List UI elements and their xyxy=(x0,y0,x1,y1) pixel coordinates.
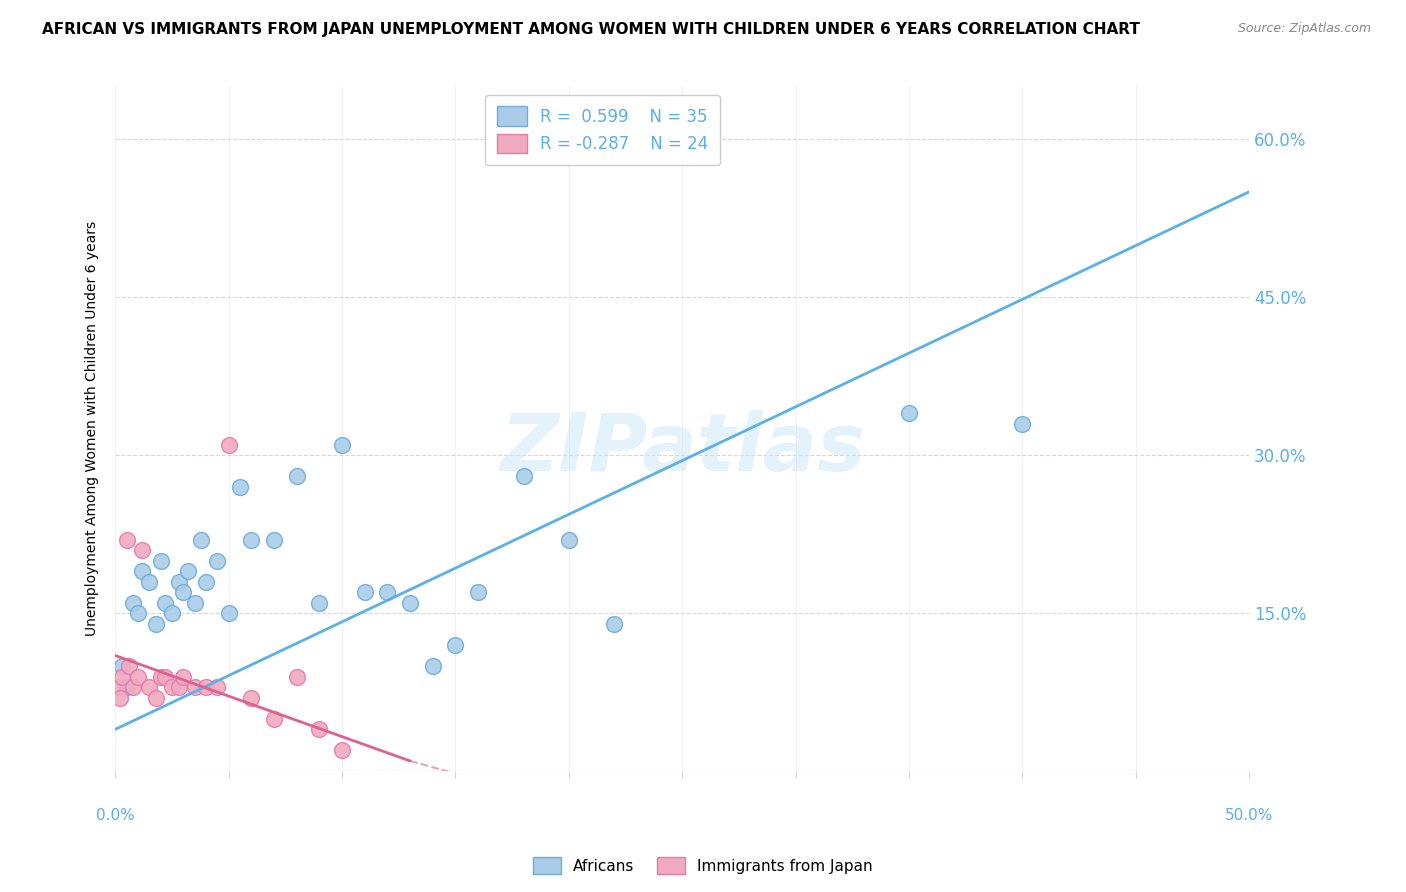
Point xyxy=(111,659,134,673)
Point xyxy=(240,533,263,547)
Point xyxy=(195,680,218,694)
Point xyxy=(149,554,172,568)
Point xyxy=(153,596,176,610)
Point xyxy=(138,574,160,589)
Point xyxy=(240,690,263,705)
Point xyxy=(218,607,240,621)
Point xyxy=(195,574,218,589)
Point xyxy=(122,680,145,694)
Point xyxy=(183,680,205,694)
Point xyxy=(263,533,285,547)
Y-axis label: Unemployment Among Women with Children Under 6 years: Unemployment Among Women with Children U… xyxy=(86,221,100,637)
Point xyxy=(330,438,353,452)
Point xyxy=(512,469,534,483)
Point xyxy=(353,585,375,599)
Point xyxy=(207,680,229,694)
Point xyxy=(167,680,190,694)
Point xyxy=(153,670,176,684)
Point xyxy=(167,574,190,589)
Point xyxy=(115,680,138,694)
Point xyxy=(377,585,399,599)
Point xyxy=(308,596,330,610)
Point xyxy=(108,690,131,705)
Legend: R =  0.599    N = 35, R = -0.287    N = 24: R = 0.599 N = 35, R = -0.287 N = 24 xyxy=(485,95,720,165)
Point xyxy=(127,607,149,621)
Point xyxy=(422,659,444,673)
Point xyxy=(122,596,145,610)
Text: Source: ZipAtlas.com: Source: ZipAtlas.com xyxy=(1237,22,1371,36)
Point xyxy=(285,469,308,483)
Point xyxy=(330,743,353,757)
Point xyxy=(145,616,167,631)
Point xyxy=(183,596,205,610)
Point xyxy=(218,438,240,452)
Text: 0.0%: 0.0% xyxy=(96,808,135,823)
Text: AFRICAN VS IMMIGRANTS FROM JAPAN UNEMPLOYMENT AMONG WOMEN WITH CHILDREN UNDER 6 : AFRICAN VS IMMIGRANTS FROM JAPAN UNEMPLO… xyxy=(42,22,1140,37)
Point xyxy=(285,670,308,684)
Point xyxy=(107,680,129,694)
Point xyxy=(111,670,134,684)
Point xyxy=(138,680,160,694)
Point xyxy=(898,406,921,420)
Point xyxy=(118,659,141,673)
Point xyxy=(603,616,626,631)
Point xyxy=(444,638,467,652)
Point xyxy=(1011,417,1033,431)
Point xyxy=(172,585,194,599)
Point xyxy=(229,480,252,494)
Legend: Africans, Immigrants from Japan: Africans, Immigrants from Japan xyxy=(527,851,879,880)
Point xyxy=(131,564,153,578)
Point xyxy=(207,554,229,568)
Point xyxy=(558,533,581,547)
Point xyxy=(467,585,489,599)
Point xyxy=(160,607,183,621)
Point xyxy=(172,670,194,684)
Point xyxy=(160,680,183,694)
Point xyxy=(127,670,149,684)
Point xyxy=(177,564,200,578)
Point xyxy=(145,690,167,705)
Text: ZIPatlas: ZIPatlas xyxy=(499,410,865,489)
Point xyxy=(190,533,212,547)
Point xyxy=(115,533,138,547)
Point xyxy=(308,723,330,737)
Point xyxy=(131,543,153,558)
Text: 50.0%: 50.0% xyxy=(1225,808,1274,823)
Point xyxy=(399,596,422,610)
Point xyxy=(149,670,172,684)
Point xyxy=(263,712,285,726)
